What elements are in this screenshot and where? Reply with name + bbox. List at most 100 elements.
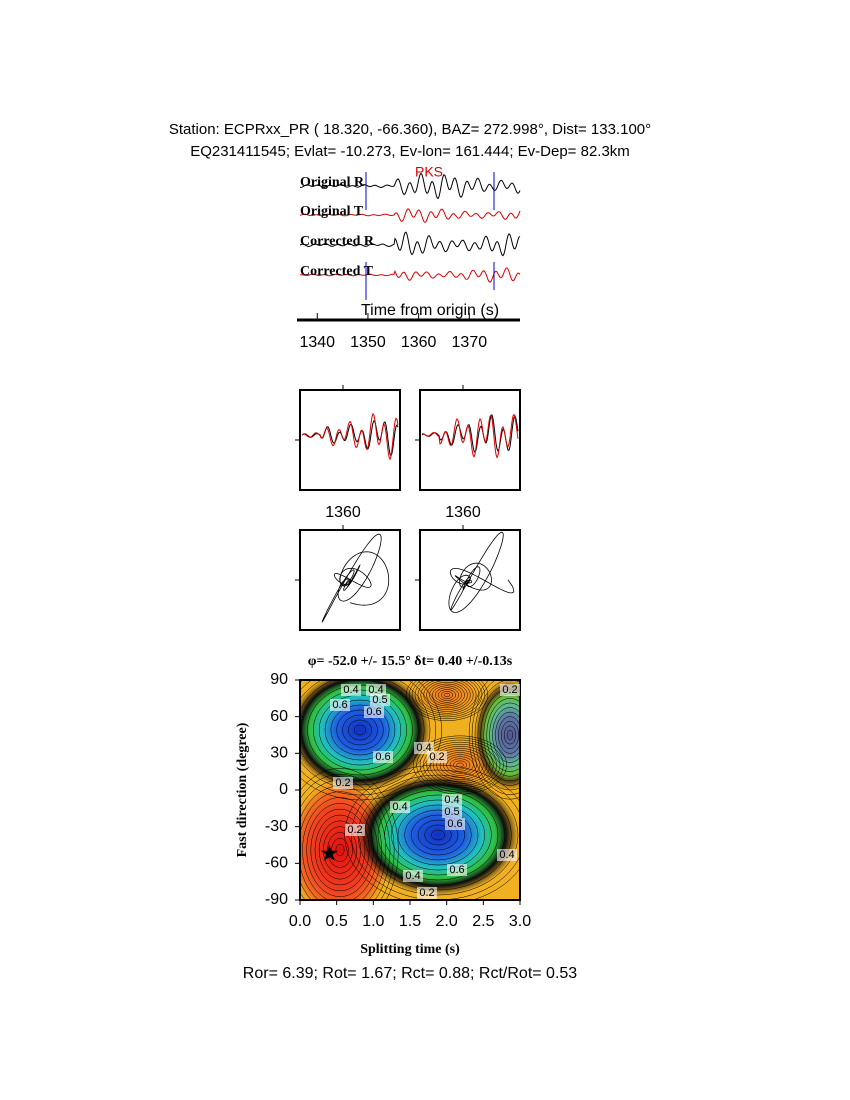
contour-line bbox=[327, 832, 353, 868]
contour-label: 0.4 bbox=[444, 794, 459, 806]
contour-line bbox=[440, 691, 454, 699]
contour-line bbox=[397, 804, 479, 866]
particle-motion bbox=[321, 533, 390, 623]
contour-label-bg bbox=[364, 706, 384, 718]
contour-line bbox=[300, 680, 425, 786]
contour-line bbox=[318, 820, 362, 880]
contour-label: 0.2 bbox=[429, 751, 444, 763]
contour-line bbox=[405, 680, 489, 721]
contour-line bbox=[314, 814, 366, 886]
header-line: EQ231411545; Evlat= -10.273, Ev-lon= 161… bbox=[190, 143, 630, 160]
contour-line bbox=[419, 739, 501, 791]
contour-line bbox=[301, 680, 419, 781]
contour-label: 0.4 bbox=[416, 742, 431, 754]
contour-line bbox=[324, 699, 396, 761]
contour-label-bg bbox=[447, 864, 467, 876]
contour-label-bg bbox=[333, 777, 353, 789]
contour-line bbox=[492, 707, 520, 763]
contour-label-bg bbox=[370, 694, 390, 706]
contour-label-bg bbox=[442, 794, 462, 806]
contour-line bbox=[431, 829, 445, 841]
x-tick-label: 1360 bbox=[445, 504, 481, 521]
contour-label: 0.4 bbox=[499, 849, 514, 861]
contour-line bbox=[414, 680, 480, 716]
contour-label-bg bbox=[341, 684, 361, 696]
x-tick-label: 1360 bbox=[325, 504, 361, 521]
contour-line bbox=[495, 711, 520, 759]
contour-line bbox=[416, 737, 504, 793]
contour-label-bg bbox=[442, 806, 462, 818]
contour-line bbox=[300, 680, 431, 791]
contour-label-bg bbox=[497, 849, 517, 861]
x-tick-label: 2.5 bbox=[472, 913, 494, 930]
contour-label: 0.4 bbox=[343, 684, 358, 696]
contour-line bbox=[446, 756, 474, 774]
x-tick-label: 3.0 bbox=[509, 913, 531, 930]
contour-line bbox=[323, 826, 357, 874]
contour-line bbox=[348, 719, 372, 741]
contour-line bbox=[306, 803, 374, 897]
x-tick-label: 0.0 bbox=[289, 913, 311, 930]
contour-line bbox=[331, 838, 349, 862]
contour-line bbox=[438, 689, 456, 701]
trace-label: Original T bbox=[300, 204, 364, 219]
contour-label-bg bbox=[345, 824, 365, 836]
contour-line bbox=[417, 819, 459, 851]
x-tick-label: 1360 bbox=[401, 334, 437, 351]
contour-line bbox=[503, 725, 517, 745]
contour-line bbox=[302, 797, 378, 900]
contour-label-bg bbox=[500, 684, 520, 696]
x-tick-label: 1340 bbox=[299, 334, 335, 351]
contour-label-bg bbox=[330, 699, 350, 711]
contour-line bbox=[391, 799, 485, 871]
contour-label-bg bbox=[390, 801, 410, 813]
contour-line bbox=[498, 716, 520, 754]
contour-label: 0.5 bbox=[372, 694, 387, 706]
waveform bbox=[299, 267, 521, 283]
contour-line bbox=[456, 762, 464, 768]
contour-line bbox=[408, 680, 486, 720]
y-tick-label: -30 bbox=[265, 818, 288, 835]
waveform bbox=[299, 208, 521, 224]
contour-line bbox=[330, 704, 390, 756]
contour-axes: 0.0 0.5 1.0 1.5 2.0 2.5 3.0 -90 -60 -30 0 30 60 90 0.4… bbox=[265, 671, 531, 930]
x-axis-label: Time from origin (s) bbox=[361, 302, 499, 319]
contour-label-bg bbox=[403, 870, 423, 882]
contour-line bbox=[429, 746, 491, 784]
contour-line bbox=[411, 814, 465, 856]
phase-label: PKS bbox=[415, 164, 443, 180]
contour-label: 0.2 bbox=[347, 824, 362, 836]
waveform bbox=[421, 414, 519, 454]
contour-field bbox=[300, 680, 520, 900]
contour-line bbox=[443, 754, 477, 776]
contour-line bbox=[300, 791, 382, 900]
contour-label: 0.2 bbox=[335, 777, 350, 789]
contour-line bbox=[506, 730, 514, 740]
waveform bbox=[301, 412, 399, 461]
contour-line bbox=[439, 752, 481, 778]
contour-line bbox=[344, 764, 520, 900]
contour-line bbox=[417, 680, 477, 714]
contour-line bbox=[353, 724, 367, 736]
y-tick-label: -60 bbox=[265, 855, 288, 872]
contour-line bbox=[335, 843, 345, 857]
contour-line bbox=[426, 681, 468, 709]
contour-label: 0.2 bbox=[502, 684, 517, 696]
contour-label-bg bbox=[366, 684, 386, 696]
contour-line bbox=[310, 808, 370, 892]
contour-line bbox=[489, 702, 520, 768]
y-tick-label: -90 bbox=[265, 891, 288, 908]
contour-line bbox=[300, 773, 395, 900]
y-tick-label: 60 bbox=[270, 708, 288, 725]
contour-label-bg bbox=[373, 751, 393, 763]
contour-line bbox=[433, 748, 487, 782]
trace-panel: Original R Original T Corrected R Corrected… bbox=[297, 164, 521, 351]
footer: Ror= 6.39; Rot= 1.67; Rct= 0.88; Rct/Rot… bbox=[243, 965, 578, 982]
chart-title: φ= -52.0 +/- 15.5° δt= 0.40 +/-0.13s bbox=[308, 654, 513, 669]
contour-line bbox=[424, 824, 452, 846]
contour-line bbox=[429, 683, 465, 707]
y-tick-label: 30 bbox=[270, 745, 288, 762]
contour-label-bg bbox=[417, 887, 437, 899]
contour-label: 0.6 bbox=[449, 864, 464, 876]
panel-frame bbox=[419, 389, 521, 491]
